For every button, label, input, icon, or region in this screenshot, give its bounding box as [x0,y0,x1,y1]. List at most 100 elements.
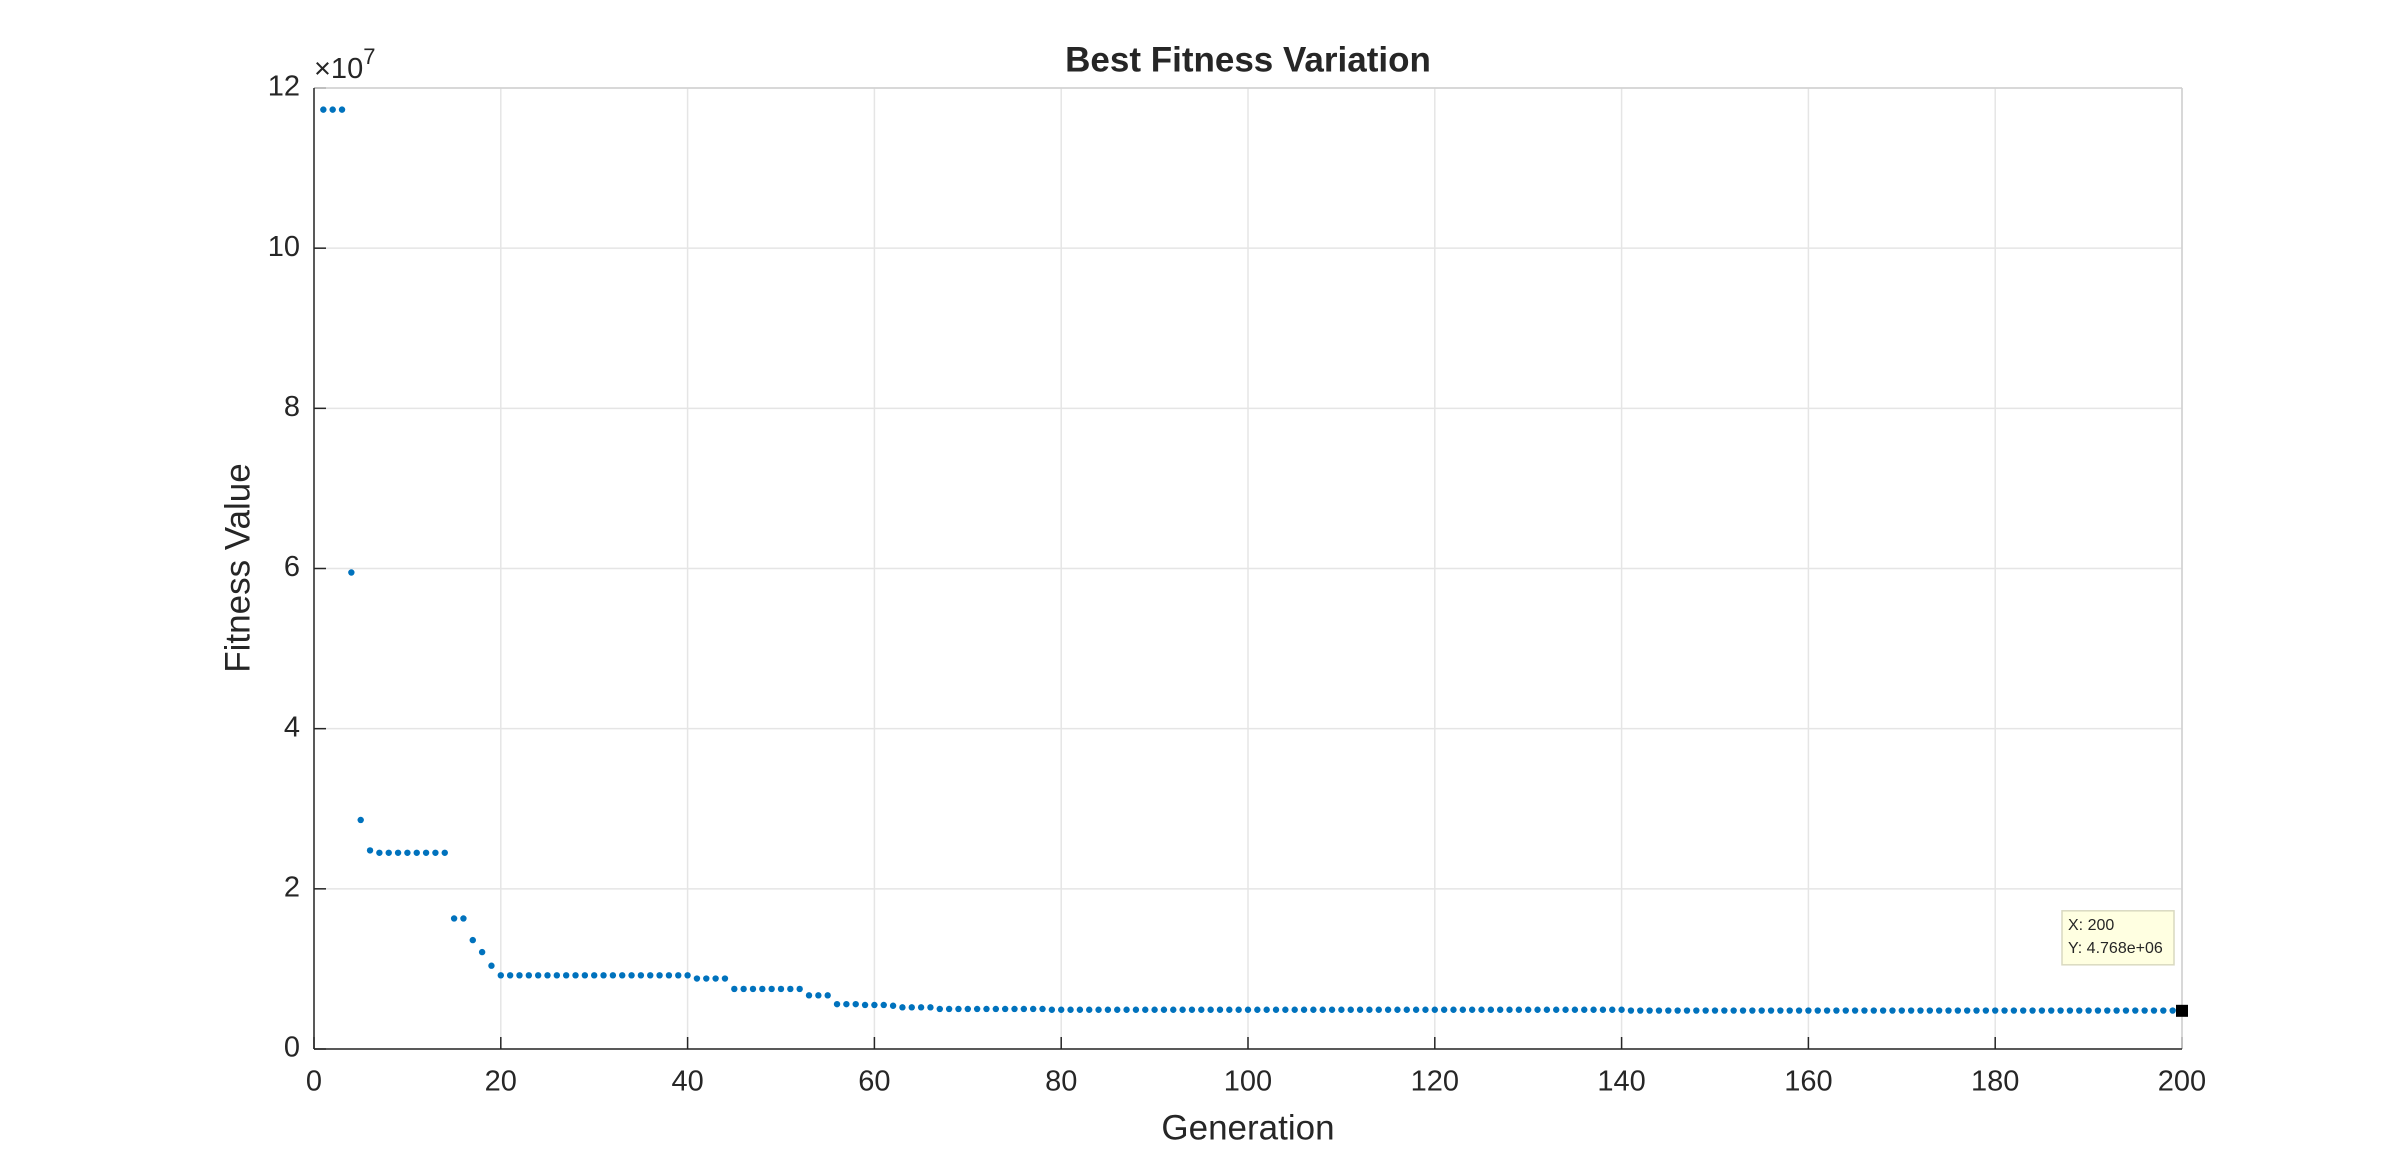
point [1833,1007,1840,1014]
point [2160,1007,2167,1014]
point [1917,1007,1924,1014]
point [899,1004,906,1011]
point [404,849,411,856]
point [1861,1007,1868,1014]
point [1618,1006,1625,1013]
marks [320,106,2186,1015]
point [2132,1007,2139,1014]
point [1244,1006,1252,1013]
point [1870,1007,1877,1014]
point [871,1001,878,1009]
point [2048,1007,2055,1014]
axes: 0 20 40 60 80 100 120 140 160 180 200 0 2 4 6 8 10 12 [268,71,2206,1098]
point [488,962,495,969]
point [1702,1007,1709,1014]
point [338,106,346,113]
point [1665,1007,1672,1014]
point [1403,1006,1410,1013]
point [2169,1007,2176,1014]
point [1291,1006,1298,1013]
point [591,972,598,979]
x-tick-label: 100 [1224,1066,1272,1098]
chart-title: Best Fitness Variation [1065,40,1431,79]
point [628,972,635,979]
point [1263,1006,1270,1013]
point [469,936,476,944]
point [1590,1006,1597,1013]
point [1207,1006,1214,1013]
exponent-base: ×10 [314,53,363,85]
point [824,992,831,999]
point [2076,1007,2083,1014]
point [973,1005,981,1013]
y-tick-label: 10 [268,231,300,263]
point [693,975,701,982]
point [712,975,719,982]
point [1963,1007,1971,1014]
point [1562,1006,1569,1013]
exponent-power: 7 [363,44,375,69]
datatip: X: 200 Y: 4.768e+06 [2061,910,2188,1017]
point [1114,1006,1121,1013]
point [1571,1006,1579,1013]
point [1553,1006,1560,1013]
y-axis-label: Fitness Value [218,463,257,672]
point [1777,1007,1784,1014]
point [731,985,738,993]
point [1954,1007,1962,1014]
point [964,1005,971,1013]
point [805,992,813,999]
point [936,1005,943,1013]
point [2094,1007,2102,1014]
point [1468,1006,1476,1013]
point [759,985,766,993]
point [1879,1007,1887,1014]
x-tick-label: 40 [671,1066,703,1098]
point [1422,1006,1429,1013]
point [1814,1007,1821,1014]
point [1328,1006,1336,1013]
point [1338,1006,1345,1013]
x-tick-label: 140 [1597,1066,1645,1098]
point [385,849,392,856]
point [2001,1007,2008,1014]
point [675,972,682,979]
point [1216,1006,1224,1013]
point [1160,1006,1168,1013]
point [1058,1006,1065,1013]
point [2104,1007,2111,1014]
point [796,985,803,993]
point [450,915,458,922]
point [917,1004,925,1011]
point [516,972,523,979]
point [534,972,542,979]
point [376,849,383,856]
point [1525,1006,1532,1013]
datatip-x: X: 200 [2068,917,2114,934]
point [1048,1006,1056,1013]
point [1609,1006,1616,1013]
point [1459,1006,1467,1013]
point [1599,1006,1607,1013]
point [1300,1006,1308,1013]
point [432,849,439,856]
x-tick-label: 180 [1971,1066,2019,1098]
point [908,1004,915,1011]
x-axis-label: Generation [1161,1108,1334,1147]
x-tick-label: 120 [1411,1066,1459,1098]
datatip-y: Y: 4.768e+06 [2068,940,2163,957]
point [852,1000,859,1008]
y-tick-label: 4 [284,711,300,743]
point [1581,1006,1588,1013]
point [1356,1006,1364,1013]
point [1907,1007,1915,1014]
point [506,972,514,979]
point [1637,1007,1644,1014]
point [1534,1006,1541,1013]
point [1935,1007,1943,1014]
point [1721,1007,1728,1014]
point [1132,1006,1140,1013]
point [721,975,729,982]
point [1384,1006,1392,1013]
